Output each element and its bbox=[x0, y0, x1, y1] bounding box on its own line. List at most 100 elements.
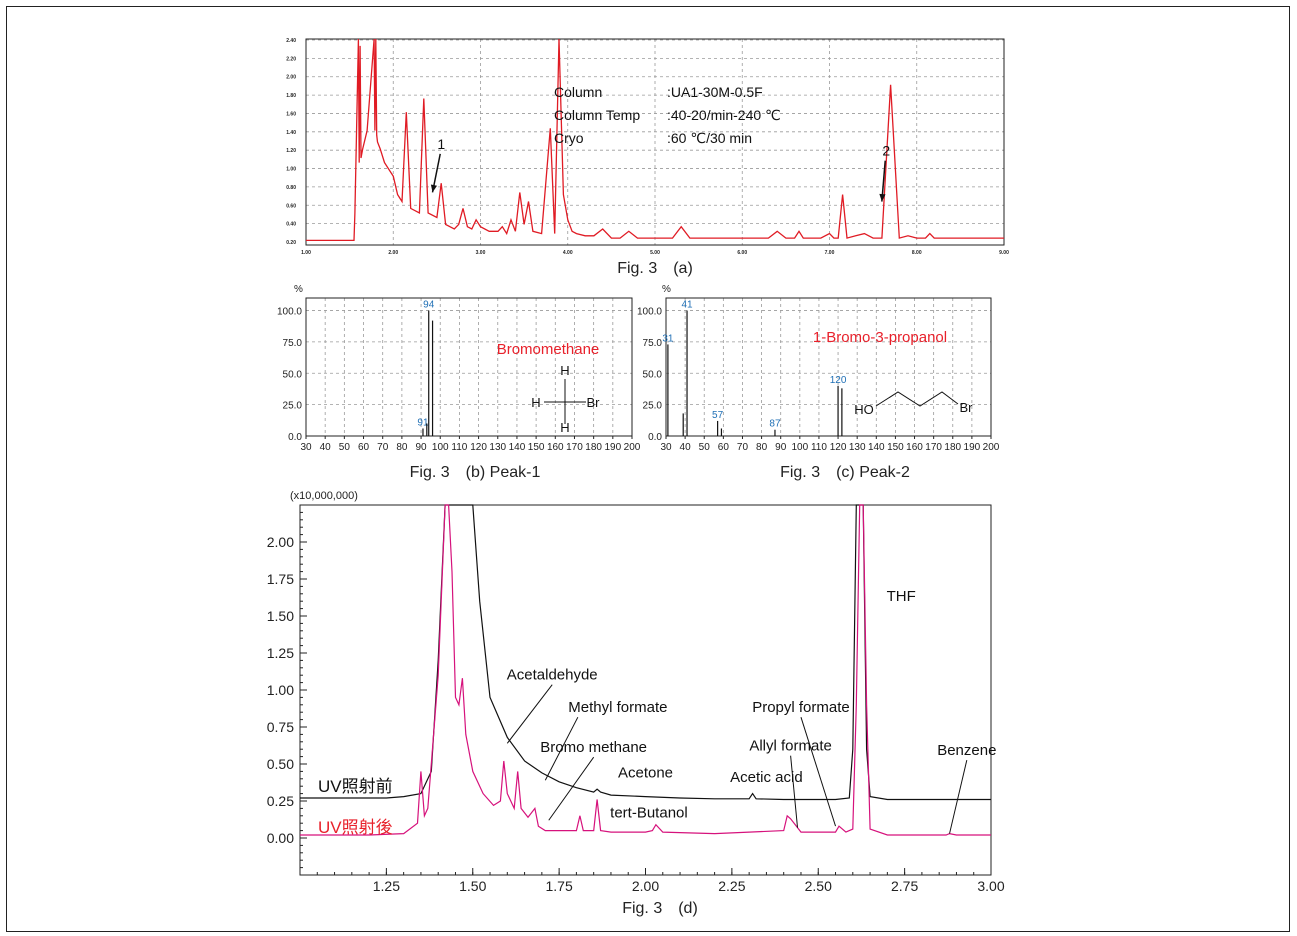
y-tick-label: 100.0 bbox=[637, 307, 662, 318]
structure-atom: H bbox=[560, 420, 569, 435]
structure-atom: Br bbox=[587, 395, 601, 410]
x-tick-label: 3.00 bbox=[977, 878, 1004, 894]
caption-a: Fig. 3 (a) bbox=[617, 260, 693, 277]
compound-label: Propyl formate bbox=[752, 699, 850, 716]
bromopropanol-structure: HO Br bbox=[854, 391, 974, 417]
x-tick-label: 130 bbox=[849, 442, 866, 453]
peak-label: 41 bbox=[681, 300, 693, 311]
label-leader bbox=[800, 717, 837, 827]
x-tick-label: 90 bbox=[415, 442, 427, 453]
x-tick-label: 100 bbox=[432, 442, 449, 453]
y-tick-label: 0.80 bbox=[286, 185, 296, 191]
y-tick-label: 0.50 bbox=[267, 756, 294, 772]
info-value: :40-20/min-240 ℃ bbox=[667, 107, 781, 123]
x-tick-label: 2.75 bbox=[891, 878, 918, 894]
compound-label: Allyl formate bbox=[749, 738, 832, 755]
x-tick-label: 40 bbox=[680, 442, 692, 453]
peak-label: 91 bbox=[417, 417, 429, 428]
compound-label: Benzene bbox=[937, 742, 996, 759]
x-tick-label: 8.00 bbox=[912, 250, 922, 256]
chromatogram-d: (x10,000,000) 1.25 1.50 1.75 2.00 2.25 2.50 2.… bbox=[267, 490, 1005, 917]
chart-c-ylabel: % bbox=[662, 284, 671, 295]
x-tick-label: 190 bbox=[604, 442, 621, 453]
x-tick-label: 60 bbox=[358, 442, 370, 453]
chart-c-frame bbox=[665, 297, 992, 437]
x-tick-label: 100 bbox=[791, 442, 808, 453]
mass-spectrum-b: 30 40 50 60 70 80 90 100 110 120 130 140 150 160 170 18… bbox=[277, 284, 641, 481]
x-tick-label: 170 bbox=[566, 442, 583, 453]
x-tick-label: 160 bbox=[906, 442, 923, 453]
info-value: :UA1-30M-0.5F bbox=[667, 84, 763, 100]
peak-label: 57 bbox=[712, 410, 724, 421]
y-tick-label: 1.75 bbox=[267, 571, 294, 587]
x-tick-label: 110 bbox=[811, 442, 827, 453]
chart-c-title: 1-Bromo-3-propanol bbox=[813, 329, 947, 346]
y-tick-label: 75.0 bbox=[283, 338, 303, 349]
info-value: :60 ℃/30 min bbox=[667, 130, 752, 146]
x-tick-label: 1.50 bbox=[459, 878, 486, 894]
x-tick-label: 190 bbox=[964, 442, 981, 453]
x-tick-label: 80 bbox=[396, 442, 408, 453]
y-tick-label: 1.20 bbox=[286, 148, 296, 154]
structure-group: Br bbox=[960, 400, 974, 415]
chart-d-yunit: (x10,000,000) bbox=[290, 490, 358, 502]
x-tick-label: 1.25 bbox=[373, 878, 400, 894]
arrow-head bbox=[879, 193, 886, 202]
structure-atom: H bbox=[531, 395, 540, 410]
x-tick-label: 200 bbox=[624, 442, 641, 453]
compound-label: Acetic acid bbox=[730, 769, 803, 786]
x-tick-label: 1.75 bbox=[546, 878, 573, 894]
peak-label: 31 bbox=[662, 333, 674, 344]
chromatogram-trace bbox=[306, 38, 1004, 242]
y-tick-label: 50.0 bbox=[283, 369, 303, 380]
peak-label: 87 bbox=[769, 419, 781, 430]
x-tick-label: 40 bbox=[320, 442, 332, 453]
x-tick-label: 2.50 bbox=[805, 878, 832, 894]
info-key: Column bbox=[554, 84, 602, 100]
x-tick-label: 170 bbox=[925, 442, 942, 453]
x-tick-label: 130 bbox=[489, 442, 506, 453]
y-tick-label: 0.25 bbox=[267, 793, 294, 809]
compound-label: THF bbox=[887, 588, 916, 605]
caption-b: Fig. 3 (b) Peak-1 bbox=[410, 464, 541, 481]
y-tick-label: 2.20 bbox=[286, 56, 296, 62]
x-tick-label: 140 bbox=[509, 442, 526, 453]
x-tick-label: 140 bbox=[868, 442, 885, 453]
x-tick-label: 5.00 bbox=[650, 250, 660, 256]
peak-annotation: 2 bbox=[882, 143, 890, 159]
chart-b-frame bbox=[305, 297, 633, 437]
y-tick-label: 100.0 bbox=[277, 307, 302, 318]
x-tick-label: 150 bbox=[887, 442, 904, 453]
y-tick-label: 25.0 bbox=[643, 401, 663, 412]
x-tick-label: 70 bbox=[377, 442, 389, 453]
compound-label: tert-Butanol bbox=[610, 804, 688, 821]
x-tick-label: 9.00 bbox=[999, 250, 1009, 256]
legend-after-uv: UV照射後 bbox=[318, 818, 393, 837]
structure-atom: H bbox=[560, 363, 569, 378]
chromatogram-a: 1.00 2.00 3.00 4.00 5.00 6.00 7.00 8.00 9.00 0.20… bbox=[286, 38, 1009, 277]
y-tick-label: 0.00 bbox=[267, 830, 294, 846]
y-tick-label: 2.00 bbox=[286, 75, 296, 81]
bromomethane-structure: H H H Br bbox=[531, 363, 600, 435]
label-leader bbox=[949, 760, 968, 834]
y-tick-label: 1.00 bbox=[286, 167, 296, 173]
x-tick-label: 1.00 bbox=[301, 250, 311, 256]
x-tick-label: 2.25 bbox=[718, 878, 745, 894]
x-tick-label: 200 bbox=[983, 442, 1000, 453]
figure-frame bbox=[6, 6, 1290, 932]
y-tick-label: 2.00 bbox=[267, 534, 294, 550]
info-key: Cryo bbox=[554, 130, 584, 146]
y-tick-label: 50.0 bbox=[643, 369, 663, 380]
y-tick-label: 0.20 bbox=[286, 240, 296, 246]
compound-label: Bromo methane bbox=[540, 739, 647, 756]
x-tick-label: 50 bbox=[699, 442, 711, 453]
y-tick-label: 1.80 bbox=[286, 93, 296, 99]
mass-spectrum-c: 30 40 50 60 70 80 90 100 110 120 130 140 150 160 170 18… bbox=[637, 284, 1000, 481]
trace-after-uv bbox=[300, 504, 991, 836]
label-leader bbox=[506, 684, 553, 744]
x-tick-label: 6.00 bbox=[737, 250, 747, 256]
x-tick-label: 70 bbox=[737, 442, 749, 453]
chart-b-title: Bromomethane bbox=[497, 341, 600, 358]
peak-label: 120 bbox=[830, 375, 847, 386]
peak-label: 94 bbox=[423, 300, 435, 311]
